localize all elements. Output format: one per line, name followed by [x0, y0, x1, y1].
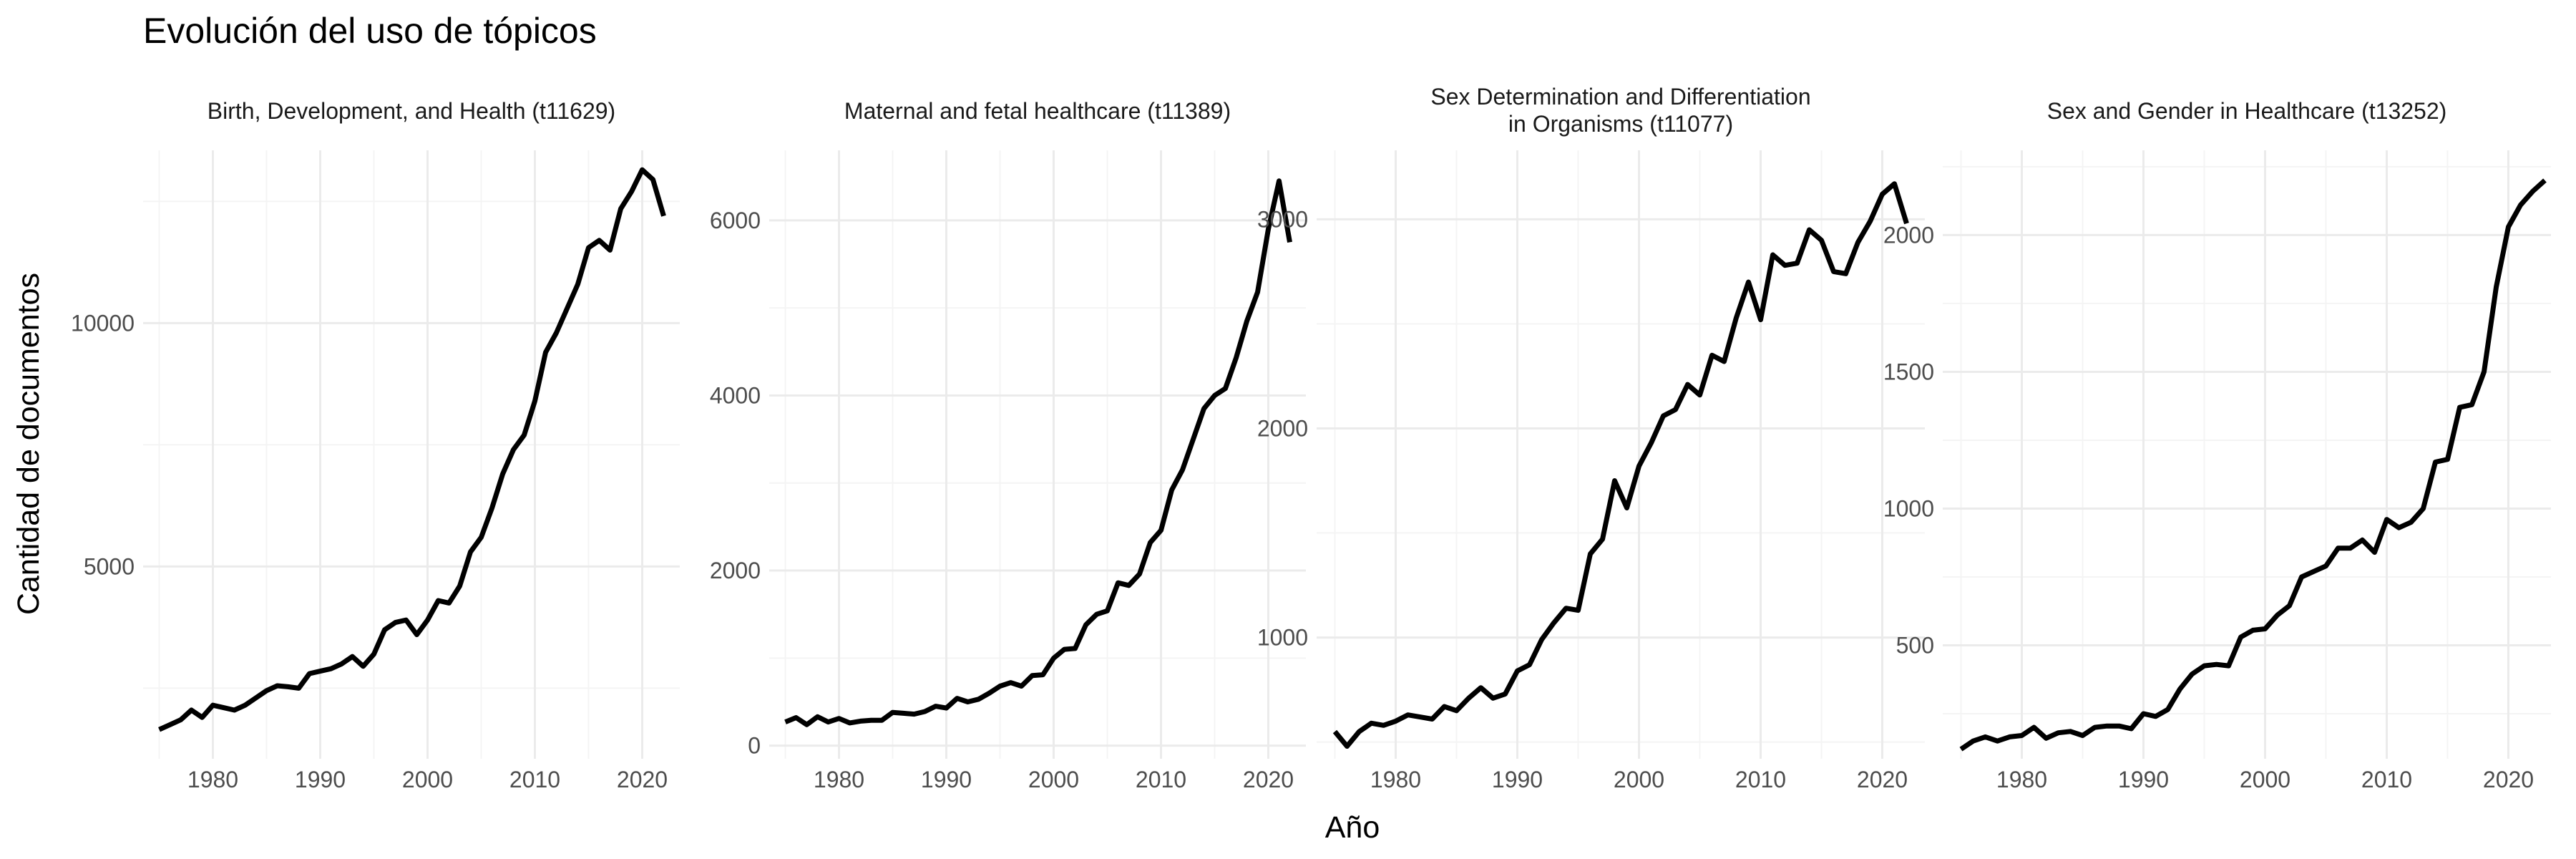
y-tick-label: 2000: [1883, 222, 1934, 248]
figure-title: Evolución del uso de tópicos: [143, 11, 597, 51]
y-tick-label: 5000: [84, 553, 135, 579]
panel-2: Maternal and fetal healthcare (t11389) 19…: [710, 98, 1306, 792]
x-tick-label: 2000: [1028, 767, 1079, 792]
panel-4: Sex and Gender in Healthcare (t13252) 198…: [1883, 98, 2551, 792]
x-tick-label: 1990: [295, 767, 346, 792]
x-tick-label: 2010: [2361, 767, 2412, 792]
panel-1: Birth, Development, and Health (t11629) 1…: [71, 98, 680, 792]
y-tick-label: 6000: [710, 208, 761, 233]
facet-title: Maternal and fetal healthcare (t11389): [844, 98, 1231, 124]
y-axis-title: Cantidad de documentos: [11, 273, 46, 615]
facet-title: Sex and Gender in Healthcare (t13252): [2047, 98, 2447, 124]
x-tick-label: 1980: [1996, 767, 2047, 792]
x-tick-label: 2020: [2483, 767, 2534, 792]
panel-3: Sex Determination and Differentiation in …: [1257, 84, 1925, 792]
facet-title-line: Sex and Gender in Healthcare (t13252): [2047, 98, 2447, 124]
series-line: [1959, 178, 2547, 752]
x-tick-label: 2020: [1243, 767, 1294, 792]
x-tick-label: 1980: [1370, 767, 1421, 792]
y-tick-label: 4000: [710, 382, 761, 408]
x-tick-label: 2020: [617, 767, 668, 792]
x-tick-label: 2020: [1857, 767, 1908, 792]
facet-panels: Birth, Development, and Health (t11629) 1…: [71, 84, 2551, 792]
x-tick-label: 2000: [2240, 767, 2290, 792]
y-tick-label: 3000: [1257, 206, 1308, 232]
x-tick-label: 2000: [402, 767, 453, 792]
facet-title: Birth, Development, and Health (t11629): [208, 98, 615, 124]
y-tick-label: 1000: [1883, 495, 1934, 521]
series-line: [784, 178, 1292, 727]
x-axis-title: Año: [1325, 810, 1380, 845]
x-tick-label: 1980: [814, 767, 864, 792]
facet-title-line: in Organisms (t11077): [1508, 111, 1733, 137]
facet-title-line: Birth, Development, and Health (t11629): [208, 98, 615, 124]
x-tick-label: 2010: [1136, 767, 1186, 792]
x-tick-label: 2010: [1735, 767, 1786, 792]
x-tick-label: 2000: [1614, 767, 1664, 792]
facet-title-line: Maternal and fetal healthcare (t11389): [844, 98, 1231, 124]
series-line: [1332, 181, 1909, 749]
facet-title-line: Sex Determination and Differentiation: [1430, 84, 1810, 110]
y-tick-label: 1500: [1883, 359, 1934, 384]
x-tick-label: 2010: [509, 767, 560, 792]
y-tick-label: 1000: [1257, 625, 1308, 651]
x-tick-label: 1980: [187, 767, 238, 792]
y-tick-label: 500: [1896, 632, 1934, 658]
x-tick-label: 1990: [1492, 767, 1543, 792]
x-tick-label: 1990: [2118, 767, 2169, 792]
x-tick-label: 1990: [921, 767, 972, 792]
y-tick-label: 0: [748, 733, 761, 759]
facet-title: Sex Determination and Differentiation in …: [1430, 84, 1810, 137]
series-line: [158, 167, 666, 732]
y-tick-label: 2000: [1257, 415, 1308, 441]
y-tick-label: 10000: [71, 310, 135, 336]
y-tick-label: 2000: [710, 558, 761, 583]
